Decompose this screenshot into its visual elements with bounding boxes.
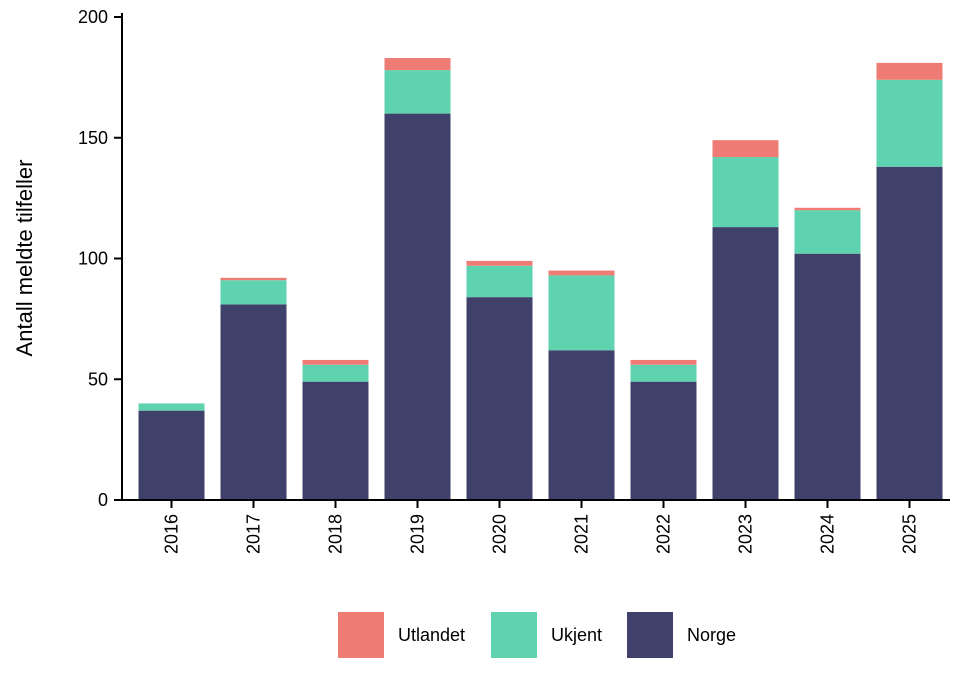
bars-group: [138, 58, 943, 501]
x-axis: 2016 2017 2018 2019 2020 2021 2022 2023 2024 2025: [122, 499, 950, 554]
x-tick-label: 2016: [162, 514, 182, 554]
x-tick-label: 2022: [654, 514, 674, 554]
x-tick-label: 2024: [818, 514, 838, 554]
bar-norge-2025: [876, 166, 943, 501]
legend-label-norge: Norge: [687, 625, 736, 645]
y-tick-label: 0: [98, 490, 108, 510]
bar-norge-2016: [138, 410, 205, 500]
bar-utlandet-2021: [548, 270, 615, 276]
y-axis-title: Antall meldte tilfeller: [12, 160, 37, 357]
legend-swatch-utlandet: [338, 612, 384, 658]
y-tick-label: 100: [78, 249, 108, 269]
bar-norge-2021: [548, 350, 615, 500]
bar-norge-2024: [794, 253, 861, 500]
y-tick-label: 200: [78, 7, 108, 27]
bar-ukjent-2018: [302, 364, 369, 382]
legend: Utlandet Ukjent Norge: [338, 612, 736, 658]
x-tick-label: 2021: [572, 514, 592, 554]
x-tick-label: 2025: [900, 514, 920, 554]
bar-ukjent-2020: [466, 265, 533, 298]
bar-utlandet-2025: [876, 62, 943, 80]
bar-ukjent-2023: [712, 157, 779, 228]
bar-ukjent-2017: [220, 280, 287, 305]
bar-utlandet-2019: [384, 58, 451, 71]
x-tick-label: 2019: [408, 514, 428, 554]
x-tick-label: 2020: [490, 514, 510, 554]
legend-label-ukjent: Ukjent: [551, 625, 602, 645]
bar-norge-2019: [384, 113, 451, 500]
bar-utlandet-2023: [712, 140, 779, 158]
bar-ukjent-2025: [876, 79, 943, 167]
bar-ukjent-2022: [630, 364, 697, 382]
bar-ukjent-2024: [794, 210, 861, 254]
bar-norge-2017: [220, 304, 287, 500]
y-tick-label: 50: [88, 369, 108, 389]
x-tick-label: 2023: [736, 514, 756, 554]
bar-utlandet-2024: [794, 207, 861, 211]
bar-utlandet-2018: [302, 359, 369, 365]
bar-ukjent-2021: [548, 275, 615, 351]
bar-norge-2023: [712, 227, 779, 501]
bar-norge-2018: [302, 381, 369, 500]
legend-label-utlandet: Utlandet: [398, 625, 465, 645]
bar-ukjent-2019: [384, 70, 451, 114]
bar-utlandet-2017: [220, 277, 287, 281]
legend-swatch-norge: [627, 612, 673, 658]
y-tick-label: 150: [78, 128, 108, 148]
bar-utlandet-2022: [630, 359, 697, 365]
y-axis: 0 50 100 150 200: [78, 7, 123, 510]
bar-utlandet-2020: [466, 260, 533, 266]
x-tick-label: 2017: [244, 514, 264, 554]
legend-swatch-ukjent: [491, 612, 537, 658]
x-tick-label: 2018: [326, 514, 346, 554]
bar-norge-2020: [466, 297, 533, 500]
bar-norge-2022: [630, 381, 697, 500]
bar-ukjent-2016: [138, 403, 205, 411]
